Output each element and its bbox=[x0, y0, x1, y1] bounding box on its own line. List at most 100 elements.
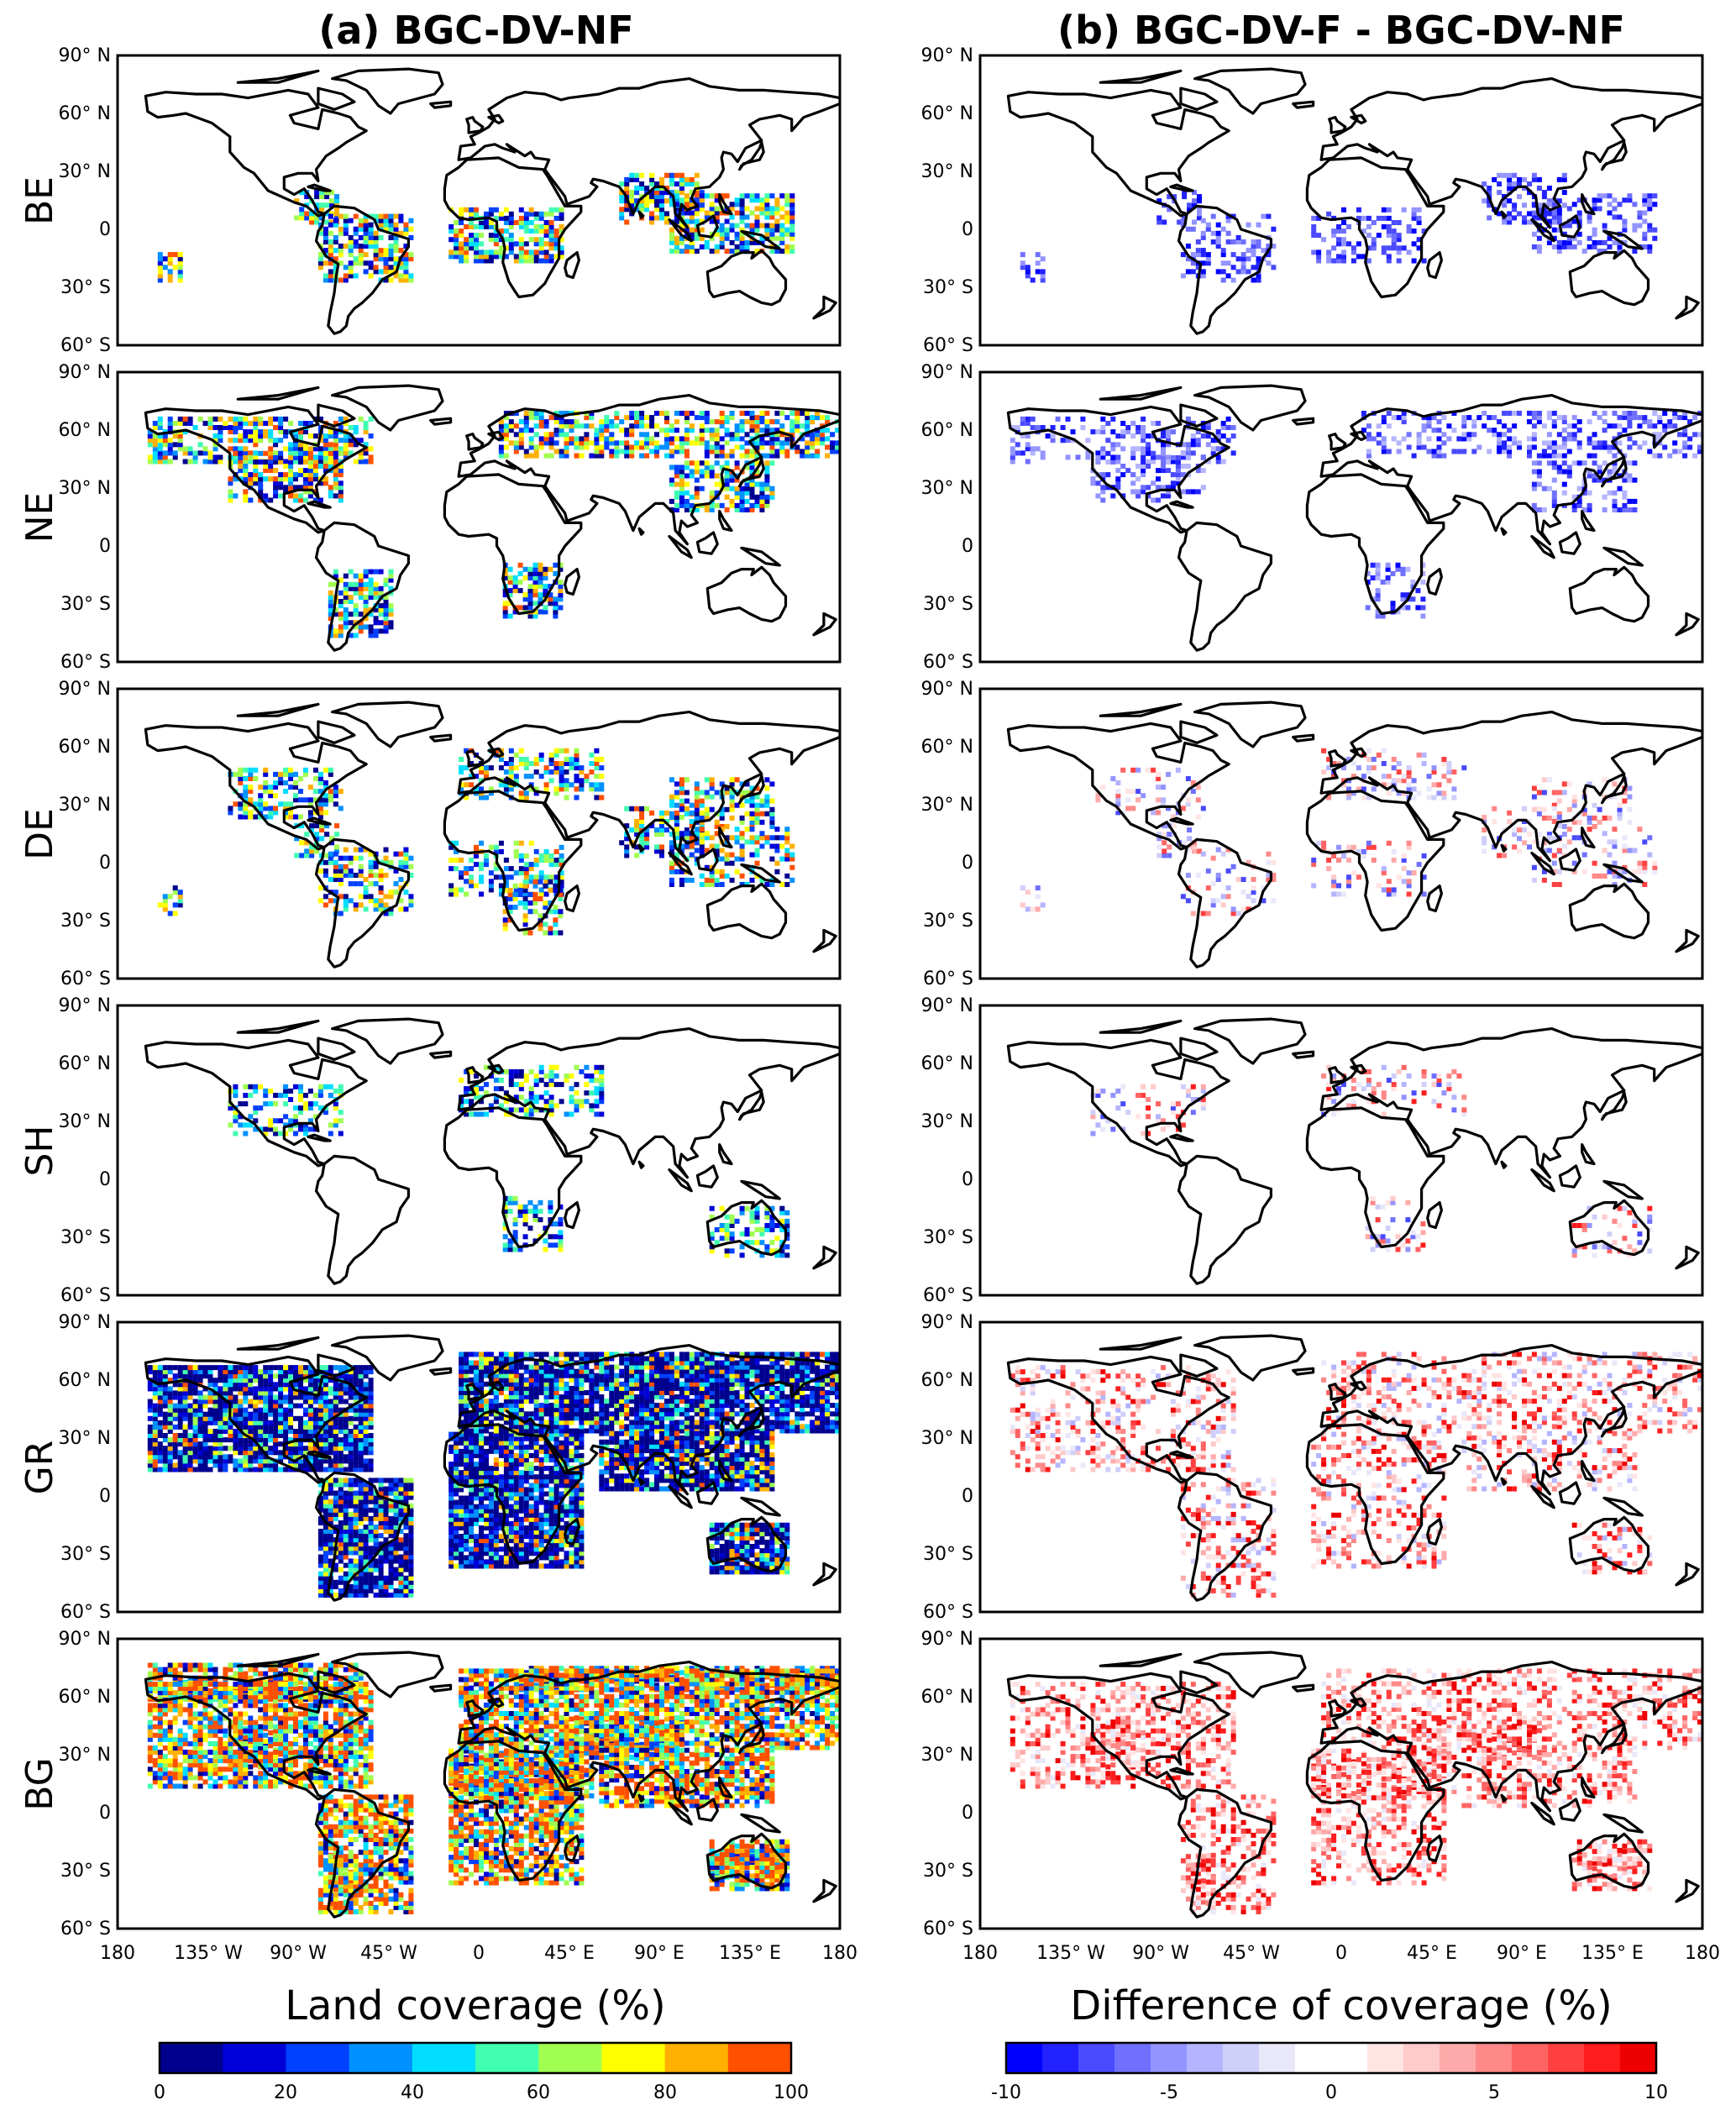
coastline-philippines bbox=[1581, 193, 1596, 216]
coastline-britain bbox=[465, 1066, 485, 1084]
lat-tick-label: 30° N bbox=[59, 478, 111, 499]
coastline-eurasia bbox=[457, 394, 840, 546]
lat-tick-label: 0 bbox=[99, 536, 111, 557]
lat-tick-label: 60° S bbox=[60, 969, 111, 990]
coastline-scandiMid bbox=[487, 430, 505, 442]
coastline-britain bbox=[1328, 1383, 1347, 1401]
coastline-northAmerica bbox=[1006, 722, 1230, 851]
coastline-newGuinea bbox=[740, 229, 781, 250]
lat-tick-label: 60° S bbox=[923, 1285, 973, 1306]
colorbar-diff: Difference of coverage (%) -10 -5 0 5 10 bbox=[991, 1982, 1668, 2103]
coastline-arcticIsl bbox=[1099, 702, 1183, 717]
lat-tick-label: 90° N bbox=[59, 1629, 111, 1650]
lon-tick-label: 90° W bbox=[1132, 1943, 1189, 1964]
coastline-newGuinea bbox=[1602, 546, 1644, 567]
coastline-newZealand bbox=[812, 1878, 837, 1903]
lat-tick-label: 60° N bbox=[59, 737, 111, 758]
coastline-scandiMid bbox=[487, 1380, 505, 1392]
coastline-cuba bbox=[1169, 183, 1194, 192]
coastline-borneo bbox=[695, 1164, 719, 1189]
map-panel-be-b bbox=[978, 54, 1704, 347]
map-panel-gr-b bbox=[978, 1320, 1704, 1614]
coastline-africa bbox=[1305, 790, 1445, 932]
coastline-iceland bbox=[429, 1367, 453, 1376]
lat-tick-label: 90° N bbox=[921, 679, 973, 700]
coastline-australia bbox=[1568, 1199, 1650, 1257]
lat-tick-label: 30° N bbox=[921, 1745, 973, 1766]
panel-frame bbox=[978, 1320, 1704, 1614]
coastline-arcticIsl bbox=[1099, 386, 1183, 401]
lat-tick-label: 90° N bbox=[59, 45, 111, 66]
coastline-eurasia bbox=[1319, 1661, 1702, 1813]
map-panel-ne-a bbox=[116, 370, 842, 664]
coastline-australia bbox=[705, 882, 788, 940]
coastline-newZealand bbox=[1675, 928, 1700, 953]
coastline-japan bbox=[1601, 457, 1628, 488]
coastline-southAmerica bbox=[1177, 837, 1272, 969]
lon-tick-label: 180 bbox=[962, 1943, 998, 1964]
lon-tick-label: 180 bbox=[100, 1943, 135, 1964]
coastline-madagascar bbox=[564, 1201, 580, 1230]
lat-tick-label: 30° S bbox=[923, 1861, 973, 1882]
lon-tick-label: 45° W bbox=[360, 1943, 417, 1964]
coastline-borneo bbox=[1558, 1481, 1581, 1505]
coastline-sriLanka bbox=[637, 1793, 645, 1803]
coastline-madagascar bbox=[1426, 568, 1443, 596]
panel-frame bbox=[116, 1637, 842, 1930]
colorbar-tick-label: -5 bbox=[1160, 2082, 1178, 2103]
colorbar-tick-label: 80 bbox=[653, 2082, 677, 2103]
panel-frame bbox=[978, 1637, 1704, 1930]
lat-tick-label: 90° N bbox=[59, 362, 111, 383]
coastline-cuba bbox=[307, 1450, 332, 1459]
coastline-southAmerica bbox=[314, 521, 410, 652]
coastline-scandiMid bbox=[487, 747, 505, 759]
lat-tick-label: 60° S bbox=[60, 1919, 111, 1940]
map-panel-bg-b bbox=[978, 1637, 1704, 1930]
coastline-southAmerica bbox=[314, 204, 410, 335]
coastline-cuba bbox=[1169, 1766, 1194, 1776]
coastline-japan bbox=[738, 774, 765, 805]
coastline-britain bbox=[465, 116, 485, 134]
colorbar-swatch bbox=[601, 2043, 666, 2073]
coastline-baffin bbox=[317, 403, 356, 428]
coastline-newZealand bbox=[812, 295, 837, 320]
coastline-iceland bbox=[429, 1683, 453, 1693]
coastline-baffin bbox=[317, 87, 356, 111]
panel-frame bbox=[116, 687, 842, 980]
lat-tick-label: 30° S bbox=[60, 1544, 111, 1565]
colorbar-swatch bbox=[160, 2043, 223, 2073]
coastline-borneo bbox=[1558, 1164, 1581, 1189]
coastline-madagascar bbox=[1426, 251, 1443, 280]
coastline-northAmerica bbox=[144, 722, 368, 851]
coastline-borneo bbox=[695, 531, 719, 555]
colorbar-swatch bbox=[1042, 2043, 1079, 2073]
coastline-africa bbox=[1305, 1740, 1445, 1882]
coastline-newGuinea bbox=[740, 1496, 781, 1517]
colorbar-frame bbox=[1004, 2041, 1658, 2075]
coastline-britain bbox=[465, 749, 485, 768]
map-panel-de-b bbox=[978, 687, 1704, 980]
coastline-madagascar bbox=[564, 251, 580, 280]
coastline-britain bbox=[1328, 433, 1347, 451]
coastline-borneo bbox=[695, 1798, 719, 1822]
coastline-greenland bbox=[331, 701, 444, 748]
coastline-borneo bbox=[1558, 531, 1581, 555]
coastline-borneo bbox=[695, 214, 719, 239]
lat-tick-label: 0 bbox=[962, 536, 973, 557]
coastline-sumatra bbox=[1530, 851, 1555, 876]
coastline-newGuinea bbox=[1602, 1496, 1644, 1517]
lat-tick-label: 90° N bbox=[921, 362, 973, 383]
coastline-eurasia bbox=[1319, 394, 1702, 546]
lat-tick-label: 60° S bbox=[923, 335, 973, 356]
coastline-iceland bbox=[1292, 1050, 1315, 1059]
coastline-eurasia bbox=[457, 77, 840, 229]
lat-tick-label: 30° N bbox=[59, 161, 111, 182]
coastline-newGuinea bbox=[1602, 863, 1644, 884]
coastline-greenland bbox=[331, 1334, 444, 1382]
colorbar-swatch bbox=[1548, 2043, 1585, 2073]
coastline-southAmerica bbox=[314, 1787, 410, 1919]
map-panels bbox=[116, 54, 1704, 1930]
coastline-eurasia bbox=[1319, 1344, 1702, 1496]
coastline-britain bbox=[1328, 749, 1347, 768]
coastline-philippines bbox=[1581, 1777, 1596, 1799]
